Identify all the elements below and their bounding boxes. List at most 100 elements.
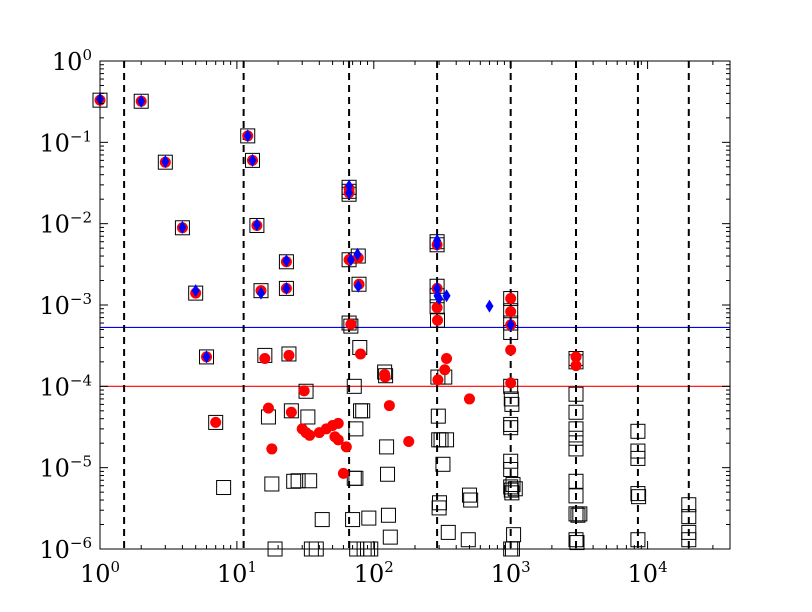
diamond-point-10 bbox=[282, 254, 291, 268]
circle-point-19 bbox=[298, 385, 310, 397]
y-tick-label: 10−1 bbox=[39, 127, 92, 157]
square-point-95 bbox=[568, 386, 584, 402]
square-point-71 bbox=[461, 487, 477, 503]
square-point-82 bbox=[503, 420, 519, 436]
square-point-8 bbox=[240, 128, 256, 144]
x-tick-label: 102 bbox=[354, 558, 394, 588]
circle-point-38 bbox=[379, 371, 391, 383]
square-point-23 bbox=[300, 409, 316, 425]
square-point-5 bbox=[199, 349, 215, 365]
square-point-98 bbox=[568, 430, 584, 446]
axis-ticks bbox=[99, 60, 731, 550]
circle-point-54 bbox=[570, 351, 582, 363]
square-point-3 bbox=[174, 220, 190, 236]
square-point-110 bbox=[630, 486, 646, 502]
y-tick-label: 100 bbox=[52, 46, 92, 76]
square-point-72 bbox=[463, 492, 479, 508]
square-point-27 bbox=[314, 512, 330, 528]
square-point-7 bbox=[216, 480, 232, 496]
diamond-point-15 bbox=[353, 247, 362, 261]
square-point-9 bbox=[244, 152, 260, 168]
square-point-79 bbox=[503, 391, 519, 407]
circle-point-55 bbox=[570, 360, 582, 372]
y-tick-label: 10−6 bbox=[39, 534, 92, 564]
square-point-24 bbox=[302, 473, 318, 489]
square-point-112 bbox=[630, 532, 646, 548]
diamond-point-23 bbox=[485, 299, 494, 313]
circle-point-25 bbox=[332, 417, 344, 429]
circle-point-43 bbox=[431, 302, 443, 314]
diamond-point-11 bbox=[282, 281, 291, 295]
circle-point-52 bbox=[505, 344, 517, 356]
square-point-73 bbox=[460, 532, 476, 548]
diamond-point-5 bbox=[202, 350, 211, 364]
square-point-103 bbox=[570, 507, 586, 523]
square-point-60 bbox=[429, 312, 445, 328]
circle-point-45 bbox=[432, 374, 444, 386]
circle-point-29 bbox=[340, 441, 352, 453]
circle-point-16 bbox=[283, 349, 295, 361]
square-point-50 bbox=[378, 368, 394, 384]
diamond-point-8 bbox=[252, 218, 261, 232]
square-point-44 bbox=[355, 403, 371, 419]
circle-point-53 bbox=[505, 377, 517, 389]
diamond-point-1 bbox=[137, 94, 146, 108]
diamond-point-21 bbox=[435, 292, 444, 306]
square-point-53 bbox=[380, 507, 396, 523]
y-tick-label: 10−4 bbox=[39, 371, 92, 401]
y-tick-label: 10−3 bbox=[39, 290, 92, 320]
circle-point-33 bbox=[345, 318, 357, 330]
circle-point-40 bbox=[403, 435, 415, 447]
square-point-106 bbox=[569, 535, 585, 551]
x-tick-label: 104 bbox=[628, 558, 668, 588]
square-point-21 bbox=[290, 473, 306, 489]
square-point-96 bbox=[568, 404, 584, 420]
square-point-6 bbox=[208, 414, 224, 430]
plot-background bbox=[100, 61, 730, 549]
square-point-97 bbox=[568, 421, 584, 437]
square-point-84 bbox=[503, 461, 519, 477]
square-point-113 bbox=[681, 497, 697, 513]
square-point-80 bbox=[504, 396, 520, 412]
square-point-85 bbox=[503, 479, 519, 495]
square-point-89 bbox=[507, 481, 523, 497]
square-point-67 bbox=[435, 456, 451, 472]
circle-point-11 bbox=[259, 352, 271, 364]
circle-point-21 bbox=[304, 429, 316, 441]
square-point-35 bbox=[345, 512, 361, 528]
square-point-47 bbox=[361, 510, 377, 526]
axis-tick-labels: 100 101 102 103 104 10−6 10−5 10−4 10−3 10−2 10−1 1… bbox=[39, 46, 667, 588]
square-point-114 bbox=[681, 509, 697, 525]
square-point-51 bbox=[379, 439, 395, 455]
diamond-point-7 bbox=[248, 153, 257, 167]
square-point-109 bbox=[630, 450, 646, 466]
square-point-86 bbox=[503, 482, 519, 498]
square-point-107 bbox=[630, 423, 646, 439]
square-point-69 bbox=[439, 432, 455, 448]
square-point-14 bbox=[264, 476, 280, 492]
circle-point-46 bbox=[439, 364, 451, 376]
diamond-point-2 bbox=[161, 155, 170, 169]
circle-point-44 bbox=[431, 314, 443, 326]
square-point-74 bbox=[503, 291, 519, 307]
circle-point-27 bbox=[332, 434, 344, 446]
square-point-18 bbox=[281, 346, 297, 362]
square-point-37 bbox=[348, 470, 364, 486]
square-point-104 bbox=[572, 506, 588, 522]
square-point-1 bbox=[133, 93, 149, 109]
square-point-83 bbox=[503, 453, 519, 469]
square-point-52 bbox=[380, 466, 396, 482]
square-point-100 bbox=[568, 473, 584, 489]
y-tick-label: 10−5 bbox=[39, 453, 92, 483]
circle-point-47 bbox=[441, 352, 453, 364]
diamond-point-19 bbox=[433, 281, 442, 295]
diamond-point-24 bbox=[506, 318, 515, 332]
diamond-point-16 bbox=[354, 279, 363, 293]
x-tick-label: 103 bbox=[491, 558, 531, 588]
circle-point-28 bbox=[337, 467, 349, 479]
circle-point-12 bbox=[262, 402, 274, 414]
diamond-point-13 bbox=[345, 186, 354, 200]
data-markers bbox=[92, 92, 697, 557]
square-point-38 bbox=[348, 421, 364, 437]
diamond-point-12 bbox=[345, 179, 354, 193]
